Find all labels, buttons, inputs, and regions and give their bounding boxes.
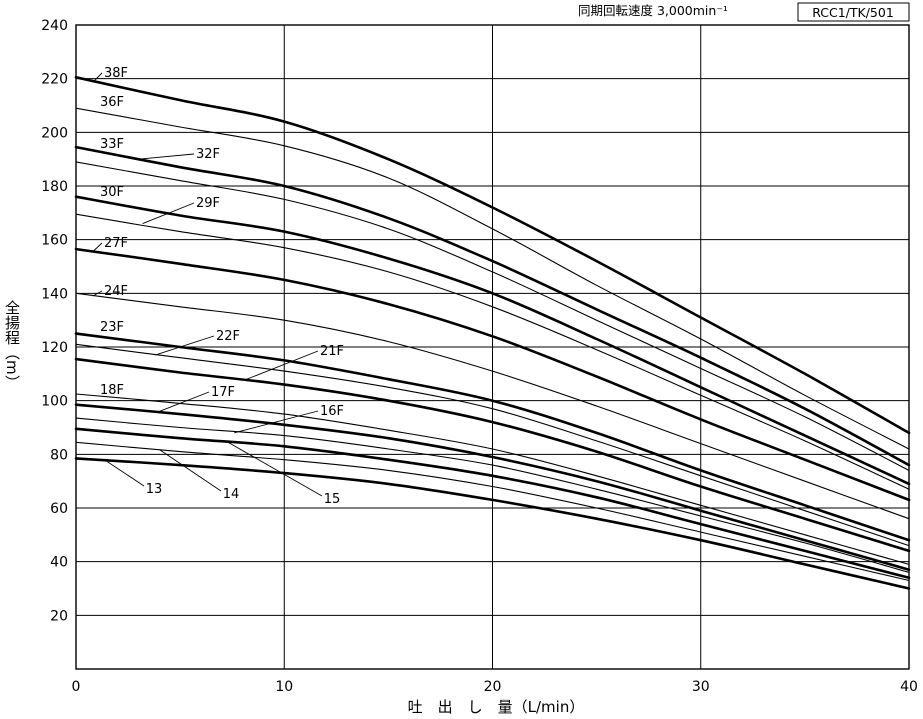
x-tick-label-0: 0	[72, 679, 81, 695]
y-tick-label-40: 40	[50, 555, 68, 571]
curve-label-27f: 27F	[104, 236, 128, 251]
x-tick-label-30: 30	[692, 679, 710, 695]
x-axis-title: 吐 出 し 量（L/min）	[408, 698, 585, 716]
curve-label-13: 13	[146, 482, 163, 497]
x-tick-label-20: 20	[484, 679, 502, 695]
y-tick-label-80: 80	[50, 447, 68, 463]
y-tick-label-60: 60	[50, 501, 68, 517]
y-tick-label-100: 100	[41, 394, 68, 410]
y-tick-label-200: 200	[41, 125, 68, 141]
x-tick-label-40: 40	[900, 679, 918, 695]
x-tick-label-10: 10	[275, 679, 293, 695]
leader-27f	[93, 243, 102, 252]
curve-label-32f: 32F	[196, 147, 220, 162]
leader-29f	[143, 203, 194, 224]
leader-13	[107, 462, 144, 486]
curve-label-33f: 33F	[100, 137, 124, 152]
y-axis-title: 全揚程（m）	[3, 299, 21, 389]
curve-label-30f: 30F	[100, 185, 124, 200]
leader-32f	[138, 154, 194, 159]
curve-label-22f: 22F	[216, 329, 240, 344]
speed-label: 同期回転速度 3,000min⁻¹	[578, 3, 728, 18]
curve-label-36f: 36F	[100, 95, 124, 110]
y-tick-label-160: 160	[41, 233, 68, 249]
y-tick-label-140: 140	[41, 286, 68, 302]
y-tick-label-20: 20	[50, 608, 68, 624]
y-tick-label-220: 220	[41, 72, 68, 88]
curve-label-14: 14	[223, 487, 240, 502]
curve-label-21f: 21F	[320, 344, 344, 359]
curve-label-16f: 16F	[320, 404, 344, 419]
curve-label-38f: 38F	[104, 66, 128, 81]
model-code: RCC1/TK/501	[812, 5, 894, 20]
y-tick-label-240: 240	[41, 18, 68, 34]
leader-14	[159, 450, 221, 491]
curve-label-15: 15	[324, 492, 341, 507]
y-tick-label-120: 120	[41, 340, 68, 356]
grid-lines	[76, 25, 909, 669]
curve-label-18f: 18F	[100, 383, 124, 398]
curve-label-24f: 24F	[104, 284, 128, 299]
curve-label-17f: 17F	[211, 385, 235, 400]
curve-label-29f: 29F	[196, 196, 220, 211]
y-tick-label-180: 180	[41, 179, 68, 195]
curve-label-23f: 23F	[100, 320, 124, 335]
